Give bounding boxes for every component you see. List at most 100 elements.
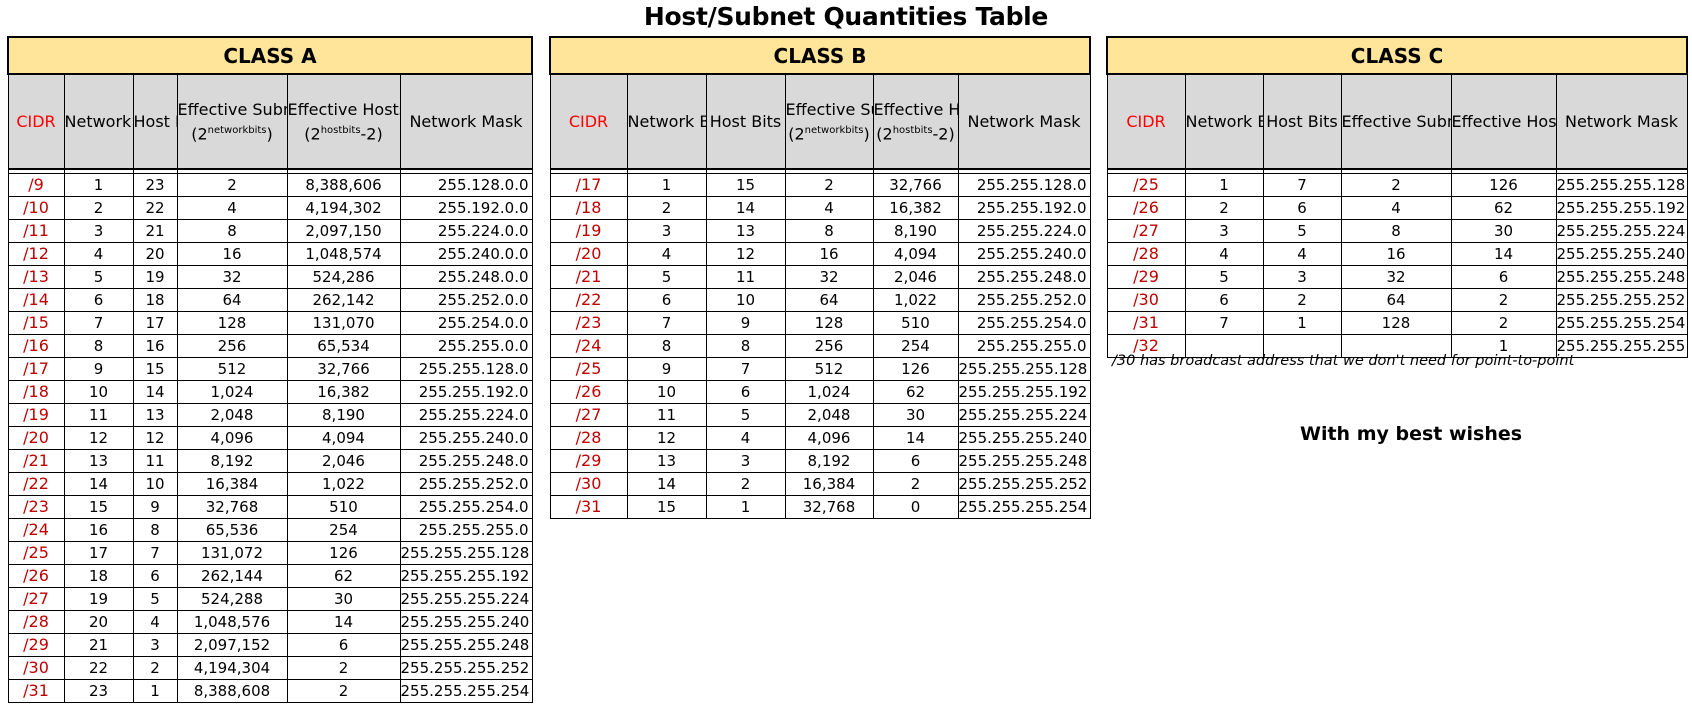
table-row: /29 13 3 8,192 6 255.255.255.248	[549, 449, 1091, 473]
effective-hosts-cell: 2	[286, 656, 401, 680]
cidr-cell: /29	[549, 449, 628, 473]
cidr-cell: /23	[7, 495, 65, 519]
table-row: /17 9 15 512 32,766 255.255.128.0	[7, 357, 533, 381]
table-row: /27 19 5 524,288 30 255.255.255.224	[7, 587, 533, 611]
network-bits-cell: 21	[63, 633, 134, 657]
network-mask-cell: 255.255.255.224	[957, 403, 1091, 427]
network-bits-cell: 7	[626, 311, 707, 335]
table-row: /21 5 11 32 2,046 255.255.248.0	[549, 265, 1091, 289]
network-mask-cell: 255.255.192.0	[399, 380, 533, 404]
network-bits-cell: 3	[1184, 219, 1264, 243]
effective-subnets-cell: 4,194,304	[176, 656, 288, 680]
host-bits-cell: 5	[705, 403, 786, 427]
network-mask-cell: 255.255.255.255	[1555, 334, 1688, 358]
cidr-cell: /20	[7, 426, 65, 450]
network-mask-cell: 255.255.255.192	[957, 380, 1091, 404]
table-row: /27 3 5 8 30 255.255.255.224	[1106, 219, 1688, 243]
cidr-cell: /25	[549, 357, 628, 381]
effective-subnets-cell: 2,048	[176, 403, 288, 427]
effective-subnets-cell: 524,288	[176, 587, 288, 611]
network-mask-cell: 255.255.255.252	[1555, 288, 1688, 312]
effective-hosts-cell: 14	[1450, 242, 1557, 266]
cidr-cell: /29	[7, 633, 65, 657]
effective-subnets-cell: 64	[176, 288, 288, 312]
network-mask-cell: 255.255.128.0	[399, 357, 533, 381]
table-row: /17 1 15 2 32,766 255.255.128.0	[549, 173, 1091, 197]
effective-hosts-cell: 6	[872, 449, 959, 473]
host-bits-cell: 5	[132, 587, 178, 611]
cidr-cell: /11	[7, 219, 65, 243]
effective-hosts-cell: 1,022	[286, 472, 401, 496]
network-bits-cell: 13	[626, 449, 707, 473]
network-bits-cell: 12	[626, 426, 707, 450]
effective-hosts-cell: 2,097,150	[286, 219, 401, 243]
host-bits-header: Host Bits	[1262, 73, 1342, 170]
cidr-header: CIDR	[1106, 73, 1186, 170]
effective-subnets-cell: 128	[176, 311, 288, 335]
effective-subnets-cell: 256	[176, 334, 288, 358]
effective-hosts-cell: 16,382	[872, 196, 959, 220]
table-row: /20 4 12 16 4,094 255.255.240.0	[549, 242, 1091, 266]
host-bits-cell: 19	[132, 265, 178, 289]
host-bits-cell: 1	[705, 495, 786, 519]
effective-hosts-cell: 14	[286, 610, 401, 634]
network-bits-cell: 5	[626, 265, 707, 289]
network-mask-cell: 255.255.255.192	[399, 564, 533, 588]
table-row: /26 10 6 1,024 62 255.255.255.192	[549, 380, 1091, 404]
effective-subnets-cell: 2	[1340, 173, 1452, 197]
table-row: /10 2 22 4 4,194,302 255.192.0.0	[7, 196, 533, 220]
table-row: /22 6 10 64 1,022 255.255.252.0	[549, 288, 1091, 312]
effective-subnets-cell: 16	[176, 242, 288, 266]
effective-hosts-cell: 65,534	[286, 334, 401, 358]
effective-subnets-cell: 4,096	[784, 426, 874, 450]
network-bits-cell: 4	[63, 242, 134, 266]
effective-hosts-cell: 262,142	[286, 288, 401, 312]
host-bits-cell: 21	[132, 219, 178, 243]
effective-hosts-cell: 4,094	[872, 242, 959, 266]
cidr-cell: /27	[549, 403, 628, 427]
cidr-cell: /31	[549, 495, 628, 519]
host-bits-cell: 8	[705, 334, 786, 358]
table-row: /14 6 18 64 262,142 255.252.0.0	[7, 288, 533, 312]
cidr-cell: /30	[7, 656, 65, 680]
network-bits-cell: 10	[626, 380, 707, 404]
effective-hosts-cell: 6	[286, 633, 401, 657]
host-bits-cell: 15	[132, 357, 178, 381]
table-row: /30 22 2 4,194,304 2 255.255.255.252	[7, 656, 533, 680]
network-bits-cell: 12	[63, 426, 134, 450]
effective-hosts-cell: 524,286	[286, 265, 401, 289]
cidr-cell: /12	[7, 242, 65, 266]
host-bits-cell: 7	[705, 357, 786, 381]
cidr-cell: /19	[549, 219, 628, 243]
network-bits-cell: 15	[626, 495, 707, 519]
cidr-cell: /20	[549, 242, 628, 266]
host-bits-cell: 7	[132, 541, 178, 565]
effective-subnets-header: Effective Subnets(2networkbits)	[176, 73, 288, 170]
cidr-cell: /21	[549, 265, 628, 289]
effective-subnets-cell: 64	[1340, 288, 1452, 312]
table-row: /30 6 2 64 2 255.255.255.252	[1106, 288, 1688, 312]
cidr-cell: /24	[549, 334, 628, 358]
effective-subnets-cell: 2,048	[784, 403, 874, 427]
effective-subnets-cell: 16	[784, 242, 874, 266]
table-row: /24 16 8 65,536 254 255.255.255.0	[7, 518, 533, 542]
network-mask-cell: 255.255.255.0	[957, 334, 1091, 358]
host-bits-cell: 11	[132, 449, 178, 473]
network-bits-cell: 7	[63, 311, 134, 335]
class-b-table: CLASS B CIDR Network Bits Host Bits Effe…	[548, 36, 1092, 519]
effective-subnets-header: Effective Subnets (2networkbits)	[1340, 73, 1452, 170]
network-bits-cell: 6	[626, 288, 707, 312]
cidr-cell: /31	[7, 679, 65, 703]
host-bits-cell: 6	[132, 564, 178, 588]
effective-subnets-cell: 2	[176, 173, 288, 197]
effective-subnets-cell: 32	[176, 265, 288, 289]
page-title: Host/Subnet Quantities Table	[643, 2, 1049, 31]
network-bits-cell: 15	[63, 495, 134, 519]
cidr-cell: /22	[549, 288, 628, 312]
network-mask-header: Network Mask	[399, 73, 533, 170]
cidr-cell: /28	[7, 610, 65, 634]
network-bits-cell: 8	[63, 334, 134, 358]
cidr-cell: /10	[7, 196, 65, 220]
cidr-cell: /27	[1106, 219, 1186, 243]
header-separator	[1106, 168, 1688, 174]
